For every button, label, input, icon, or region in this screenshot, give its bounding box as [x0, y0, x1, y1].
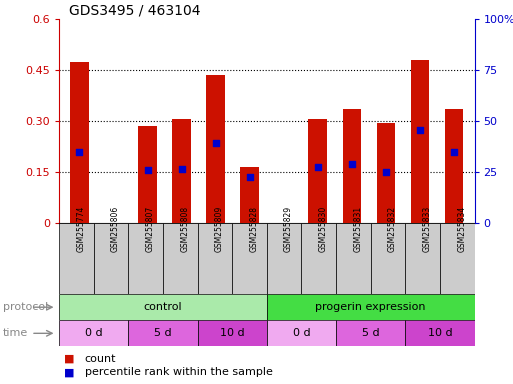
Point [450, 149, 458, 155]
Bar [70, 62, 89, 223]
Point [144, 167, 152, 174]
Text: GSM255831: GSM255831 [353, 206, 362, 252]
Point [382, 169, 390, 175]
Text: GSM255833: GSM255833 [423, 206, 431, 252]
Point [177, 166, 186, 172]
Text: time: time [3, 328, 28, 338]
Text: GSM255807: GSM255807 [146, 206, 154, 252]
Bar [336, 320, 405, 346]
Text: protocol: protocol [3, 302, 48, 312]
Text: GSM255828: GSM255828 [249, 206, 259, 252]
Point [246, 174, 254, 180]
Text: 0 d: 0 d [292, 328, 310, 338]
Text: control: control [144, 302, 182, 312]
Text: 10 d: 10 d [427, 328, 452, 338]
Bar [301, 223, 336, 294]
Text: GSM255774: GSM255774 [76, 205, 85, 252]
Bar [163, 223, 198, 294]
Text: ■: ■ [64, 367, 74, 377]
Bar [138, 126, 157, 223]
Bar [198, 223, 232, 294]
Bar [267, 320, 336, 346]
Bar [59, 223, 93, 294]
Text: GSM255809: GSM255809 [215, 206, 224, 252]
Bar [128, 320, 198, 346]
Text: GSM255832: GSM255832 [388, 206, 397, 252]
Bar [206, 75, 225, 223]
Bar [128, 223, 163, 294]
Bar [241, 167, 259, 223]
Text: GSM255830: GSM255830 [319, 206, 328, 252]
Point [314, 164, 322, 170]
Bar [405, 320, 475, 346]
Bar [405, 223, 440, 294]
Text: GSM255834: GSM255834 [457, 206, 466, 252]
Bar [232, 223, 267, 294]
Bar [440, 223, 475, 294]
Text: GDS3495 / 463104: GDS3495 / 463104 [69, 3, 201, 17]
Text: 5 d: 5 d [154, 328, 172, 338]
Bar [308, 119, 327, 223]
Point [211, 140, 220, 146]
Bar [370, 223, 405, 294]
Bar [198, 320, 267, 346]
Text: GSM255808: GSM255808 [180, 206, 189, 252]
Text: percentile rank within the sample: percentile rank within the sample [85, 367, 272, 377]
Point [348, 161, 356, 167]
Bar [445, 109, 463, 223]
Bar [411, 60, 429, 223]
Bar [93, 223, 128, 294]
Bar [267, 223, 301, 294]
Text: ■: ■ [64, 354, 74, 364]
Bar [59, 320, 128, 346]
Bar [377, 123, 396, 223]
Bar [336, 223, 370, 294]
Bar [267, 294, 475, 320]
Bar [59, 294, 267, 320]
Point [416, 127, 424, 133]
Text: count: count [85, 354, 116, 364]
Point [75, 149, 84, 155]
Text: 10 d: 10 d [220, 328, 245, 338]
Text: GSM255806: GSM255806 [111, 206, 120, 252]
Text: GSM255829: GSM255829 [284, 206, 293, 252]
Bar [172, 119, 191, 223]
Text: 0 d: 0 d [85, 328, 103, 338]
Text: progerin expression: progerin expression [315, 302, 426, 312]
Bar [343, 109, 361, 223]
Text: 5 d: 5 d [362, 328, 380, 338]
